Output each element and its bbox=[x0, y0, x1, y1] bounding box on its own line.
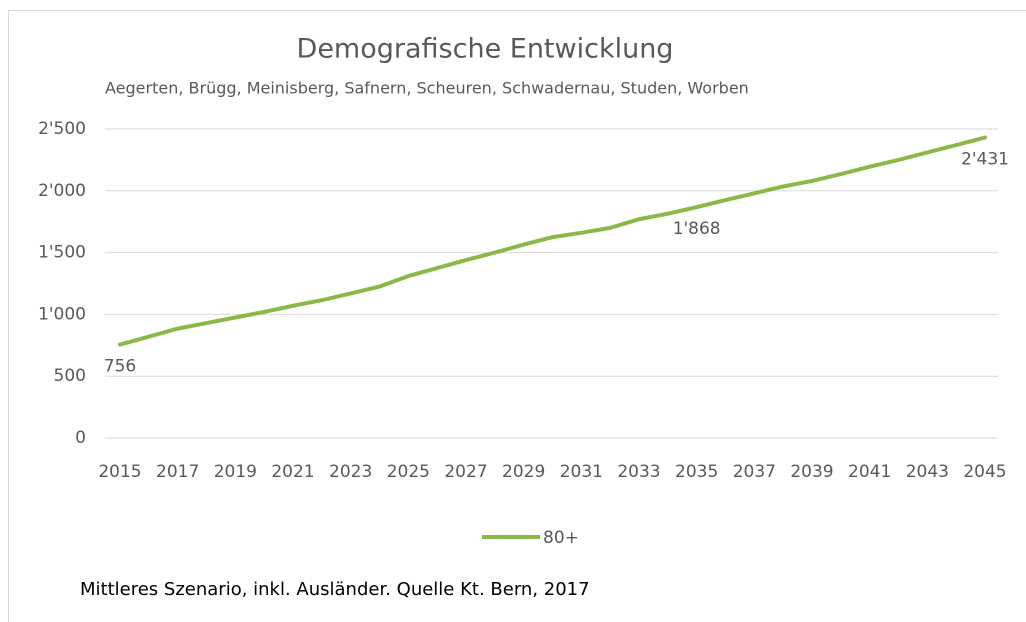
data-label: 2'431 bbox=[961, 150, 1009, 170]
y-tick-label: 2'000 bbox=[38, 181, 86, 201]
x-tick-label: 2045 bbox=[963, 462, 1006, 482]
data-line bbox=[118, 135, 987, 347]
chart-subtitle: Aegerten, Brügg, Meinisberg, Safnern, Sc… bbox=[105, 79, 749, 98]
x-tick-label: 2033 bbox=[617, 462, 660, 482]
x-tick-label: 2023 bbox=[329, 462, 372, 482]
chart-frame bbox=[8, 10, 1026, 622]
x-tick-label: 2043 bbox=[906, 462, 949, 482]
data-label: 1'868 bbox=[673, 219, 721, 239]
data-label: 756 bbox=[104, 357, 136, 377]
x-tick-label: 2025 bbox=[387, 462, 430, 482]
x-tick-label: 2015 bbox=[98, 462, 141, 482]
x-tick-label: 2035 bbox=[675, 462, 718, 482]
x-tick-label: 2017 bbox=[156, 462, 199, 482]
legend-label: 80+ bbox=[543, 528, 579, 548]
x-tick-label: 2029 bbox=[502, 462, 545, 482]
x-tick-label: 2039 bbox=[790, 462, 833, 482]
x-tick-label: 2037 bbox=[733, 462, 776, 482]
chart-note: Mittleres Szenario, inkl. Ausländer. Que… bbox=[80, 579, 590, 600]
chart-title: Demografische Entwicklung bbox=[297, 34, 674, 65]
x-tick-label: 2031 bbox=[560, 462, 603, 482]
x-tick-label: 2041 bbox=[848, 462, 891, 482]
y-tick-label: 1'500 bbox=[38, 243, 86, 263]
x-tick-label: 2021 bbox=[271, 462, 314, 482]
y-tick-label: 500 bbox=[54, 366, 86, 386]
y-tick-label: 1'000 bbox=[38, 304, 86, 324]
x-tick-label: 2027 bbox=[444, 462, 487, 482]
x-tick-label: 2019 bbox=[214, 462, 257, 482]
y-tick-label: 0 bbox=[75, 428, 86, 448]
y-tick-label: 2'500 bbox=[38, 119, 86, 139]
